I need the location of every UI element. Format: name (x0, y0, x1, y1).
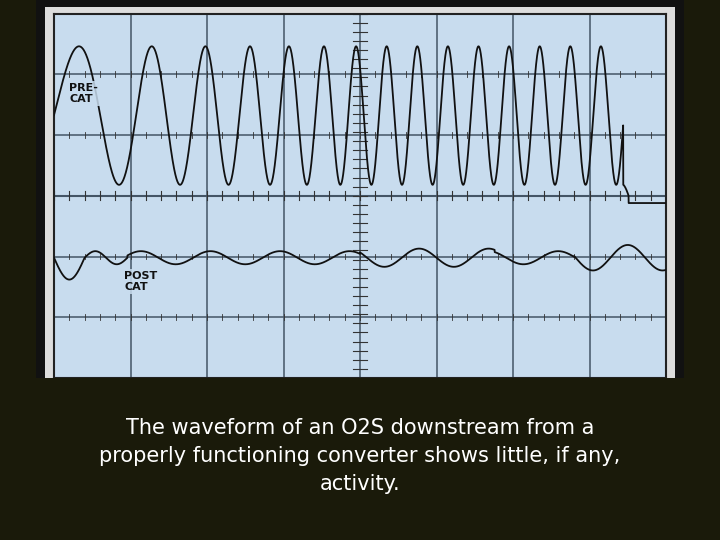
FancyBboxPatch shape (10, 0, 710, 407)
Text: The waveform of an O2S downstream from a
properly functioning converter shows li: The waveform of an O2S downstream from a… (99, 418, 621, 494)
Text: POST
CAT: POST CAT (125, 271, 158, 292)
Text: PRE-
CAT: PRE- CAT (69, 83, 98, 105)
